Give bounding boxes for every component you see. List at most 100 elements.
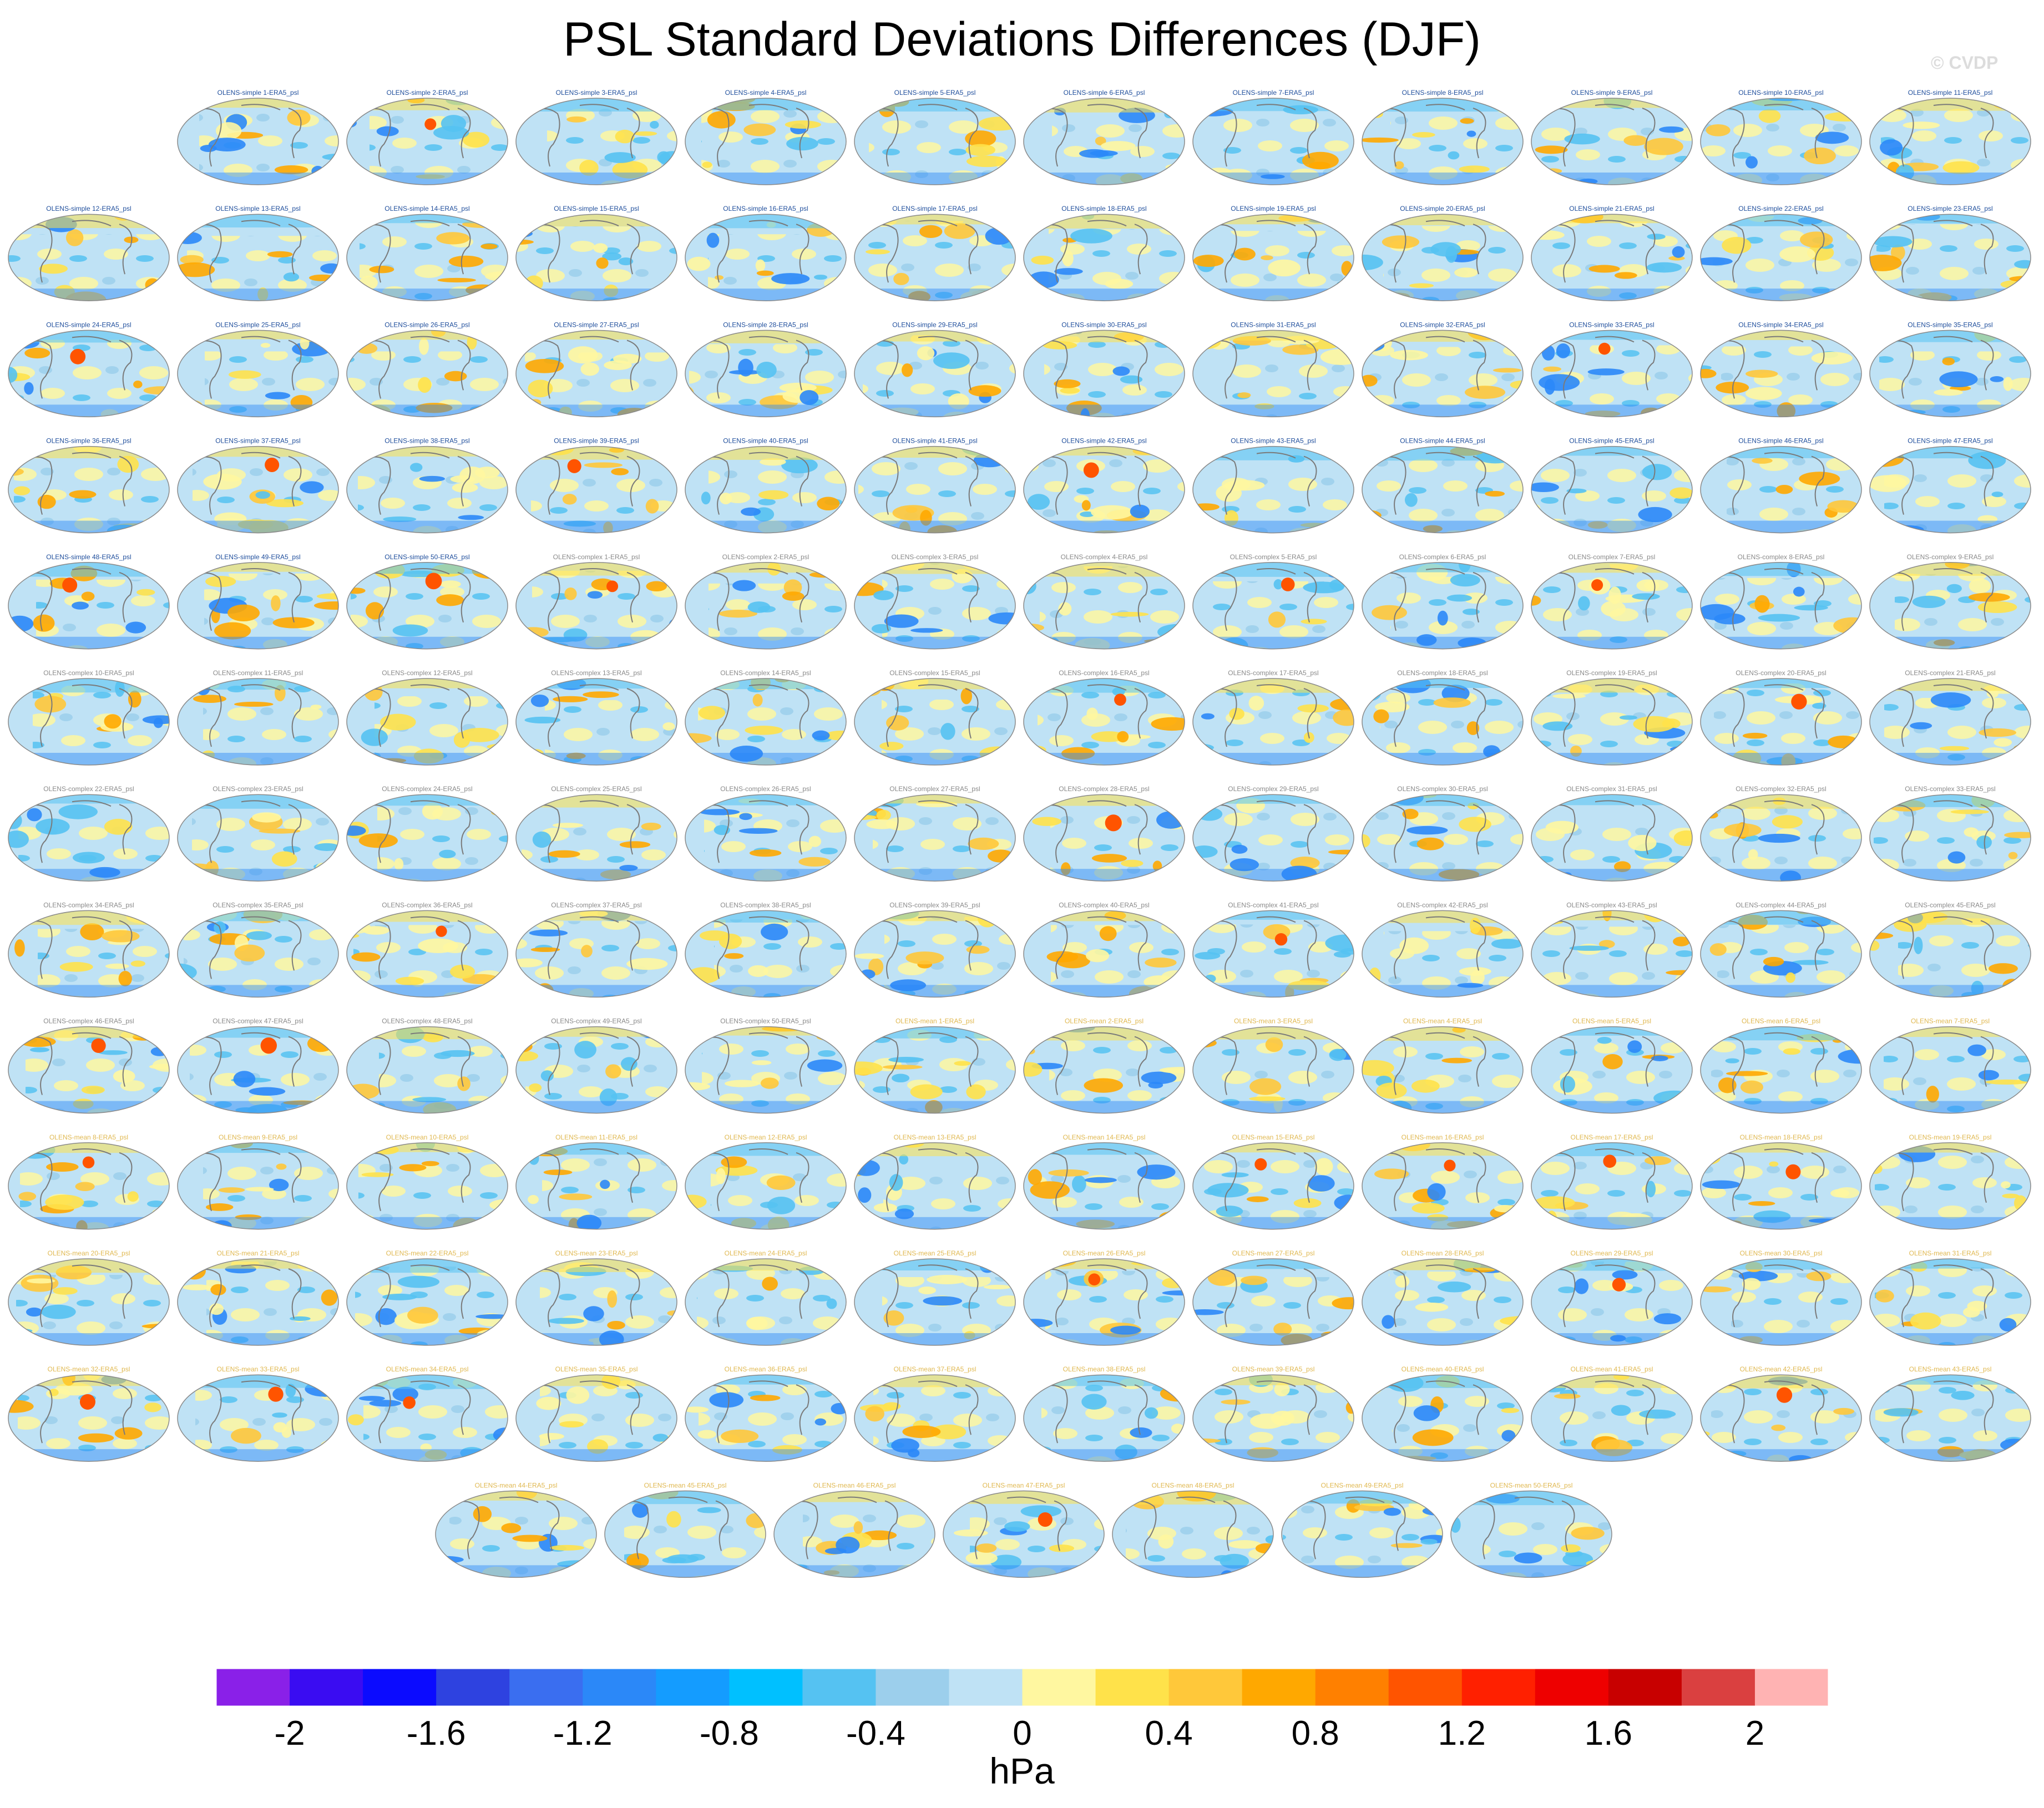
map-border bbox=[685, 214, 847, 301]
colorbar-tick-label: -0.4 bbox=[846, 1714, 905, 1753]
map-border bbox=[515, 1026, 677, 1114]
map-border bbox=[346, 1142, 508, 1230]
map-panel: OLENS-complex 33-ERA5_psl OLENS-complex 3… bbox=[1869, 785, 2031, 882]
panel-title: OLENS-complex 6-ERA5_psl bbox=[1399, 553, 1486, 561]
map-border bbox=[177, 1142, 339, 1230]
map-panel: OLENS-complex 19-ERA5_psl OLENS-complex 1… bbox=[1531, 669, 1693, 766]
map-panel: OLENS-simple 45-ERA5_psl OLENS-simple 45-… bbox=[1531, 437, 1693, 534]
map-border bbox=[177, 1258, 339, 1346]
panel-title: OLENS-simple 12-ERA5_psl bbox=[46, 205, 131, 212]
map-panel: OLENS-simple 15-ERA5_psl OLENS-simple 15-… bbox=[515, 205, 677, 301]
map-border bbox=[8, 1374, 170, 1462]
panel-title: OLENS-complex 47-ERA5_psl bbox=[213, 1017, 303, 1025]
panel-title: OLENS-complex 50-ERA5_psl bbox=[720, 1017, 811, 1025]
panel-title: OLENS-mean 28-ERA5_psl bbox=[1402, 1249, 1484, 1257]
map-panel: OLENS-mean 12-ERA5_psl OLENS-mean 12-ERA5… bbox=[685, 1133, 847, 1230]
panel-title: OLENS-mean 5-ERA5_psl bbox=[1572, 1017, 1651, 1025]
map-border bbox=[8, 445, 170, 534]
panel-title: OLENS-mean 20-ERA5_psl bbox=[48, 1249, 130, 1257]
map-border bbox=[1192, 1258, 1354, 1346]
map-border bbox=[8, 214, 170, 301]
panel-title: OLENS-simple 11-ERA5_psl bbox=[1908, 89, 1993, 97]
map-panel: OLENS-complex 12-ERA5_psl OLENS-complex 1… bbox=[346, 669, 508, 766]
map-border bbox=[1869, 330, 2031, 418]
panel-title: OLENS-complex 29-ERA5_psl bbox=[1228, 785, 1318, 793]
map-panel: OLENS-mean 2-ERA5_psl OLENS-mean 2-ERA5_p… bbox=[1023, 1017, 1185, 1114]
panel-title: OLENS-simple 47-ERA5_psl bbox=[1908, 437, 1992, 445]
map-border bbox=[604, 1490, 766, 1578]
colorbar-swatch bbox=[1461, 1669, 1536, 1706]
map-border bbox=[1023, 1026, 1185, 1114]
map-panel: OLENS-mean 18-ERA5_psl OLENS-mean 18-ERA5… bbox=[1700, 1133, 1862, 1230]
panel-title: OLENS-simple 30-ERA5_psl bbox=[1061, 321, 1146, 328]
colorbar-tick-label: -1.6 bbox=[407, 1714, 466, 1753]
panel-title: OLENS-complex 37-ERA5_psl bbox=[551, 901, 641, 909]
map-border bbox=[515, 678, 677, 766]
map-border bbox=[515, 214, 677, 301]
panel-title: OLENS-mean 12-ERA5_psl bbox=[725, 1133, 807, 1141]
map-border bbox=[1192, 910, 1354, 998]
map-border bbox=[1023, 214, 1185, 301]
map-border bbox=[1192, 562, 1354, 650]
panel-title: OLENS-mean 41-ERA5_psl bbox=[1571, 1365, 1653, 1373]
map-panel: OLENS-mean 17-ERA5_psl OLENS-mean 17-ERA5… bbox=[1531, 1133, 1693, 1230]
panel-title: OLENS-simple 13-ERA5_psl bbox=[215, 205, 300, 212]
panel-title: OLENS-complex 2-ERA5_psl bbox=[722, 553, 809, 561]
panel-title: OLENS-simple 44-ERA5_psl bbox=[1400, 437, 1485, 445]
map-border bbox=[773, 1490, 935, 1578]
map-border bbox=[1362, 214, 1524, 301]
map-border bbox=[1023, 1374, 1185, 1462]
map-panel: OLENS-complex 24-ERA5_psl OLENS-complex 2… bbox=[346, 785, 508, 882]
map-border bbox=[1192, 1026, 1354, 1114]
map-panel: OLENS-complex 17-ERA5_psl OLENS-complex 1… bbox=[1192, 669, 1354, 766]
map-panel: OLENS-complex 25-ERA5_psl OLENS-complex 2… bbox=[515, 785, 677, 882]
map-border bbox=[1362, 445, 1524, 534]
colorbar-tick-label: 2 bbox=[1746, 1714, 1764, 1753]
panel-title: OLENS-mean 29-ERA5_psl bbox=[1571, 1249, 1653, 1257]
map-border bbox=[1192, 445, 1354, 534]
panel-title: OLENS-complex 46-ERA5_psl bbox=[43, 1017, 134, 1025]
map-panel: OLENS-simple 16-ERA5_psl OLENS-simple 16-… bbox=[685, 205, 847, 301]
map-panel: OLENS-complex 26-ERA5_psl OLENS-complex 2… bbox=[685, 785, 847, 882]
panel-title: OLENS-complex 20-ERA5_psl bbox=[1736, 669, 1826, 677]
map-border bbox=[1023, 330, 1185, 418]
colorbar-tick-label: -2 bbox=[274, 1714, 305, 1753]
map-panel: OLENS-mean 25-ERA5_psl OLENS-mean 25-ERA5… bbox=[854, 1249, 1016, 1346]
panel-title: OLENS-mean 50-ERA5_psl bbox=[1490, 1481, 1573, 1489]
map-border bbox=[8, 562, 170, 650]
panel-title: OLENS-simple 45-ERA5_psl bbox=[1569, 437, 1654, 445]
map-panel: OLENS-mean 48-ERA5_psl OLENS-mean 48-ERA5… bbox=[1112, 1481, 1274, 1578]
map-panel: OLENS-complex 6-ERA5_psl OLENS-complex 6-… bbox=[1362, 553, 1524, 650]
map-border bbox=[685, 330, 847, 418]
panel-title: OLENS-complex 16-ERA5_psl bbox=[1059, 669, 1149, 677]
map-border bbox=[854, 98, 1016, 185]
map-border bbox=[685, 1142, 847, 1230]
colorbar-swatch bbox=[1388, 1669, 1463, 1706]
colorbar-tick-label: 1.2 bbox=[1438, 1714, 1486, 1753]
map-panel: OLENS-simple 33-ERA5_psl OLENS-simple 33-… bbox=[1531, 321, 1693, 418]
map-border bbox=[1531, 98, 1693, 185]
map-panel: OLENS-mean 41-ERA5_psl OLENS-mean 41-ERA5… bbox=[1531, 1365, 1693, 1462]
map-panel: OLENS-complex 38-ERA5_psl OLENS-complex 3… bbox=[685, 901, 847, 998]
panel-title: OLENS-simple 21-ERA5_psl bbox=[1569, 205, 1654, 212]
panel-title: OLENS-complex 39-ERA5_psl bbox=[889, 901, 980, 909]
map-border bbox=[1700, 562, 1862, 650]
map-border bbox=[1192, 98, 1354, 185]
map-border bbox=[435, 1490, 597, 1578]
map-panel: OLENS-mean 11-ERA5_psl OLENS-mean 11-ERA5… bbox=[515, 1133, 677, 1230]
map-border bbox=[943, 1490, 1105, 1578]
map-border bbox=[1700, 330, 1862, 418]
map-panel: OLENS-mean 37-ERA5_psl OLENS-mean 37-ERA5… bbox=[854, 1365, 1016, 1462]
map-panel: OLENS-complex 47-ERA5_psl OLENS-complex 4… bbox=[177, 1017, 339, 1114]
map-border bbox=[1700, 1374, 1862, 1462]
map-border bbox=[346, 1026, 508, 1114]
panel-title: OLENS-simple 27-ERA5_psl bbox=[554, 321, 639, 328]
map-border bbox=[854, 1026, 1016, 1114]
colorbar-swatch bbox=[656, 1669, 730, 1706]
map-border bbox=[854, 794, 1016, 882]
map-panel: OLENS-complex 11-ERA5_psl OLENS-complex 1… bbox=[177, 669, 339, 766]
map-border bbox=[1192, 1142, 1354, 1230]
